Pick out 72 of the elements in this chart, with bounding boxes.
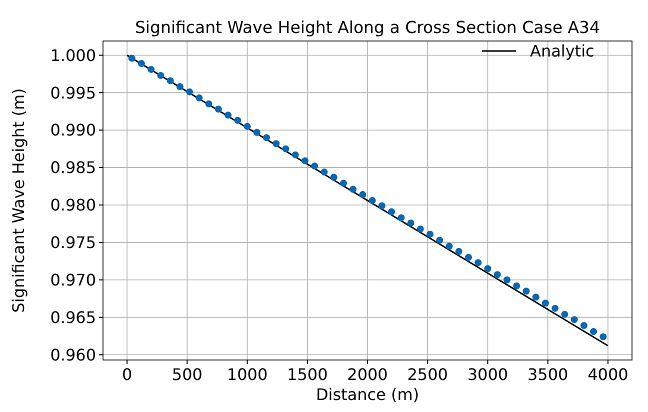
point [253,128,260,136]
x-tick-label: 1500 [287,365,328,384]
point [176,83,184,90]
point [359,191,366,198]
point [350,186,357,193]
point [196,94,203,102]
y-tick-label: 0.970 [50,270,96,290]
point [436,236,444,244]
point [214,106,222,113]
y-tick-label: 0.995 [50,83,96,102]
point [580,322,588,330]
point [542,300,549,307]
point [407,219,414,226]
point [311,162,318,170]
x-tick-label: 0 [122,365,132,384]
point [416,225,424,232]
y-tick-label: 0.990 [50,120,96,140]
x-tick-label: 3000 [467,365,508,384]
point [368,197,376,204]
x-tick-label: 2500 [407,365,448,384]
point [292,151,299,158]
point [128,54,136,62]
point [494,271,501,278]
point [272,140,280,148]
y-tick-label: 0.960 [50,345,96,364]
legend-label: Analytic [530,42,594,61]
point [138,60,145,67]
point [282,145,290,152]
point [532,294,540,301]
x-tick-label: 1000 [226,365,268,384]
point [590,328,598,336]
point [330,174,338,181]
point [522,288,530,295]
chart-title: Significant Wave Height Along a Cross Section Case A34 [134,18,600,37]
point [464,254,472,261]
point [484,265,492,272]
point [157,72,164,79]
x-tick-label: 500 [172,365,202,384]
point [474,259,482,266]
y-tick-label: 1.000 [50,46,96,65]
point [513,282,520,290]
y-tick-label: 0.980 [50,196,96,215]
x-tick-label: 3500 [527,365,568,384]
point [426,230,434,238]
point [263,134,270,142]
point [600,333,607,340]
point [561,310,568,318]
y-tick-label: 0.975 [50,233,96,252]
x-axis-title: Distance (m) [316,385,420,404]
point [205,100,212,108]
x-tick-label: 4000 [588,365,628,384]
point [388,208,396,216]
point [301,157,308,164]
point [166,77,174,84]
point [398,214,405,222]
point [186,88,194,96]
point [503,276,510,284]
point [244,122,251,130]
point [552,304,559,312]
x-tick-label: 2000 [347,365,388,384]
point [320,168,328,176]
point [455,248,462,255]
y-tick-label: 0.985 [50,158,96,178]
y-axis-title: Significant Wave Height (m) [9,88,28,313]
y-tick-label: 0.965 [50,308,96,327]
point [570,316,578,324]
point [378,202,386,210]
point [234,116,242,124]
point [446,242,453,250]
point [224,112,232,119]
point [340,180,347,187]
point [148,66,155,73]
